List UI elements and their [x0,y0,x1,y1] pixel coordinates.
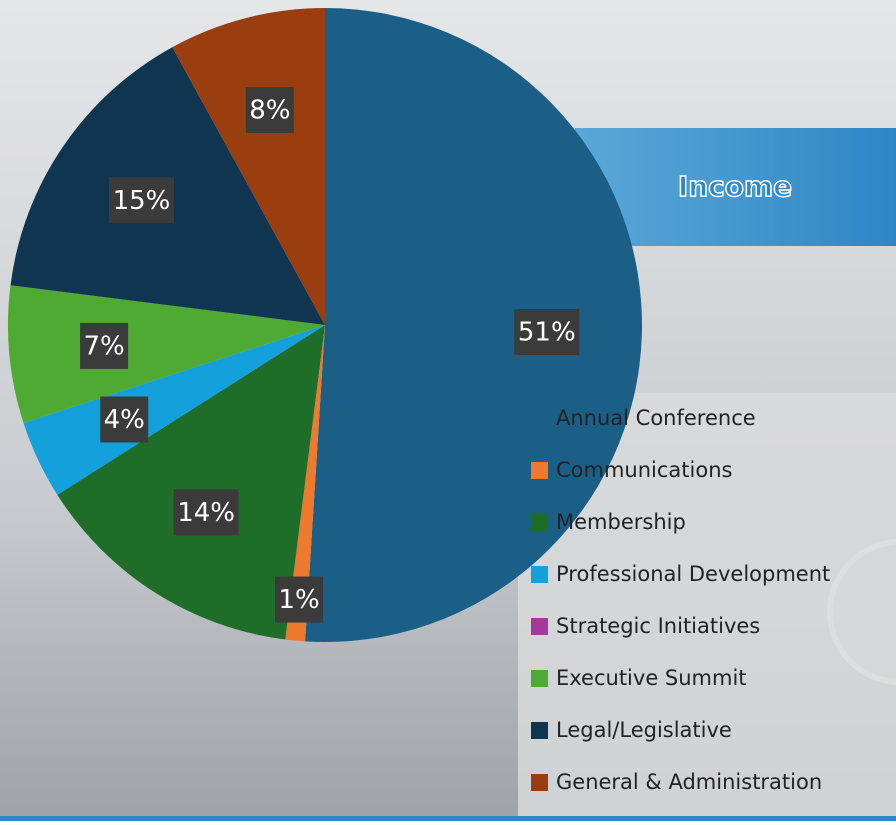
legend-swatch [531,410,548,427]
data-label-box [80,322,129,369]
legend-swatch [531,618,548,635]
pie-slice [23,325,326,495]
pie-slice [305,8,643,643]
legend-swatch [531,514,548,531]
legend-label: Annual Conference [556,406,756,430]
legend-swatch [531,774,548,791]
data-label: 8% [249,96,290,126]
legend-swatch [531,462,548,479]
legend-label: Communications [556,458,732,482]
legend-label: Professional Development [556,562,830,586]
legend-label: General & Administration [556,770,822,794]
data-label-box [245,87,294,134]
title-banner [575,128,896,246]
legend-label: Executive Summit [556,666,747,690]
data-label-box [108,177,174,224]
legend-swatch [531,670,548,687]
legend-label: Strategic Initiatives [556,614,760,638]
data-label: 4% [104,405,145,435]
data-label: 14% [177,498,235,528]
chart-title: Income [678,170,792,203]
bottom-bar [0,816,896,821]
pie-slice [23,325,326,423]
pie-slice [8,285,325,423]
data-label-box [514,308,580,355]
data-label: 51% [518,317,576,347]
data-label: 1% [278,585,319,615]
legend-swatch [531,722,548,739]
data-label-box [100,396,149,443]
data-label: 7% [83,331,124,361]
data-label-box [173,489,239,536]
pie-slice [57,325,325,640]
pie-slice [285,325,325,642]
legend-label: Legal/Legislative [556,718,732,742]
data-label: 15% [113,186,171,216]
data-label-box [275,576,324,623]
legend-swatch [531,566,548,583]
legend-label: Membership [556,510,686,534]
